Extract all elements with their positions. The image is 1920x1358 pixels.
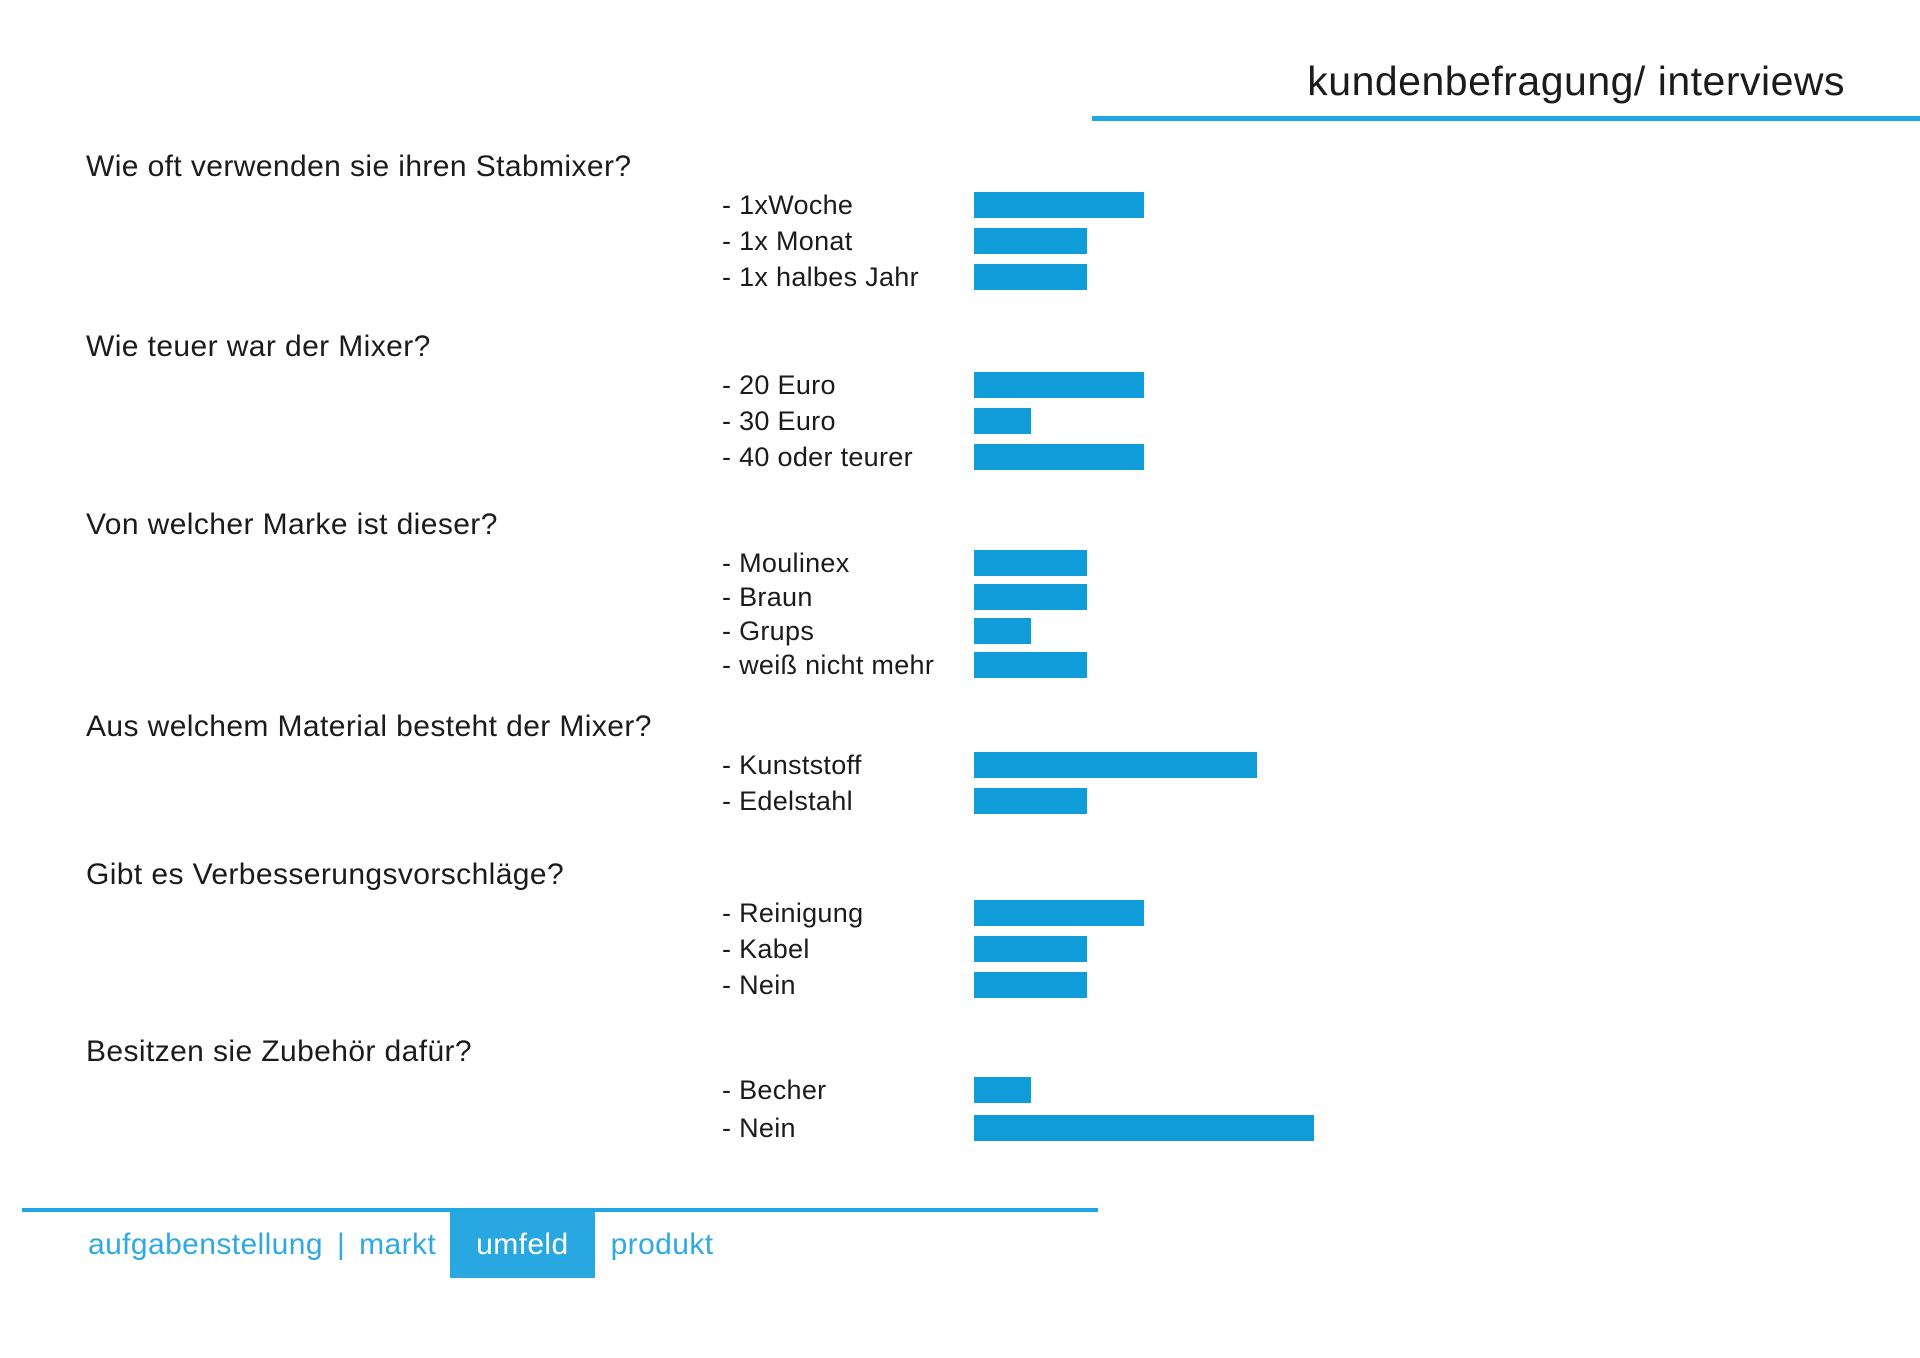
bar bbox=[974, 584, 1087, 610]
chart-group-price: - 20 Euro - 30 Euro - 40 oder teurer bbox=[722, 369, 1144, 480]
chart-group-usage: - 1xWoche - 1x Monat - 1x halbes Jahr bbox=[722, 189, 1144, 300]
question-improvements: Gibt es Verbesserungsvorschläge? bbox=[86, 858, 565, 891]
chart-row: - Becher bbox=[722, 1074, 1314, 1105]
bar bbox=[974, 972, 1087, 998]
bar bbox=[974, 788, 1087, 814]
option-label: - Grups bbox=[722, 615, 815, 646]
chart-group-material: - Kunststoff - Edelstahl bbox=[722, 749, 1257, 824]
bar bbox=[974, 372, 1144, 398]
bar bbox=[974, 444, 1144, 470]
chart-group-accessories: - Becher - Nein bbox=[722, 1074, 1314, 1153]
bar bbox=[974, 1077, 1031, 1103]
option-label: - Edelstahl bbox=[722, 785, 853, 816]
option-label: - Moulinex bbox=[722, 547, 850, 578]
option-label: - 1x Monat bbox=[722, 225, 853, 256]
chart-row: - Kunststoff bbox=[722, 749, 1257, 780]
option-label: - Braun bbox=[722, 581, 813, 612]
nav-item-markt[interactable]: markt bbox=[359, 1228, 437, 1261]
bar bbox=[974, 652, 1087, 678]
chart-row: - Edelstahl bbox=[722, 785, 1257, 816]
footer-nav: aufgabenstellung | markt umfeld produkt bbox=[88, 1212, 713, 1278]
nav-item-umfeld-active[interactable]: umfeld bbox=[450, 1212, 595, 1278]
question-accessories: Besitzen sie Zubehör dafür? bbox=[86, 1035, 473, 1068]
option-label: - 20 Euro bbox=[722, 369, 836, 400]
chart-row: - Braun bbox=[722, 581, 1087, 612]
question-brand: Von welcher Marke ist dieser? bbox=[86, 508, 498, 541]
page-title: kundenbefragung/ interviews bbox=[1307, 58, 1845, 104]
bar bbox=[974, 936, 1087, 962]
nav-item-aufgabenstellung[interactable]: aufgabenstellung bbox=[88, 1228, 323, 1261]
chart-row: - weiß nicht mehr bbox=[722, 649, 1087, 680]
bar bbox=[974, 900, 1144, 926]
footer-rule bbox=[22, 1208, 1098, 1212]
chart-row: - 40 oder teurer bbox=[722, 441, 1144, 472]
question-usage: Wie oft verwenden sie ihren Stabmixer? bbox=[86, 150, 632, 183]
chart-group-improvements: - Reinigung - Kabel - Nein bbox=[722, 897, 1144, 1008]
option-label: - Nein bbox=[722, 969, 796, 1000]
option-label: - Reinigung bbox=[722, 897, 864, 928]
nav-separator: | bbox=[336, 1228, 346, 1261]
chart-row: - 20 Euro bbox=[722, 369, 1144, 400]
chart-row: - 1x halbes Jahr bbox=[722, 261, 1144, 292]
bar bbox=[974, 228, 1087, 254]
bar bbox=[974, 264, 1087, 290]
bar bbox=[974, 618, 1031, 644]
title-underline-rule bbox=[1092, 116, 1920, 121]
chart-row: - 30 Euro bbox=[722, 405, 1144, 436]
bar bbox=[974, 408, 1031, 434]
bar bbox=[974, 1115, 1314, 1141]
option-label: - 1xWoche bbox=[722, 189, 854, 220]
bar bbox=[974, 550, 1087, 576]
chart-row: - Reinigung bbox=[722, 897, 1144, 928]
chart-row: - Nein bbox=[722, 969, 1144, 1000]
option-label: - Becher bbox=[722, 1074, 827, 1105]
chart-group-brand: - Moulinex - Braun - Grups - weiß nicht … bbox=[722, 547, 1087, 686]
chart-row: - 1xWoche bbox=[722, 189, 1144, 220]
question-material: Aus welchem Material besteht der Mixer? bbox=[86, 710, 652, 743]
nav-item-produkt[interactable]: produkt bbox=[610, 1228, 714, 1261]
chart-row: - Grups bbox=[722, 615, 1087, 646]
chart-row: - Moulinex bbox=[722, 547, 1087, 578]
option-label: - weiß nicht mehr bbox=[722, 649, 935, 680]
option-label: - Nein bbox=[722, 1112, 796, 1143]
option-label: - 1x halbes Jahr bbox=[722, 261, 919, 292]
chart-row: - 1x Monat bbox=[722, 225, 1144, 256]
bar bbox=[974, 752, 1257, 778]
chart-row: - Nein bbox=[722, 1112, 1314, 1143]
bar bbox=[974, 192, 1144, 218]
option-label: - Kabel bbox=[722, 933, 810, 964]
option-label: - Kunststoff bbox=[722, 749, 862, 780]
chart-row: - Kabel bbox=[722, 933, 1144, 964]
option-label: - 30 Euro bbox=[722, 405, 836, 436]
question-price: Wie teuer war der Mixer? bbox=[86, 330, 431, 363]
option-label: - 40 oder teurer bbox=[722, 441, 913, 472]
